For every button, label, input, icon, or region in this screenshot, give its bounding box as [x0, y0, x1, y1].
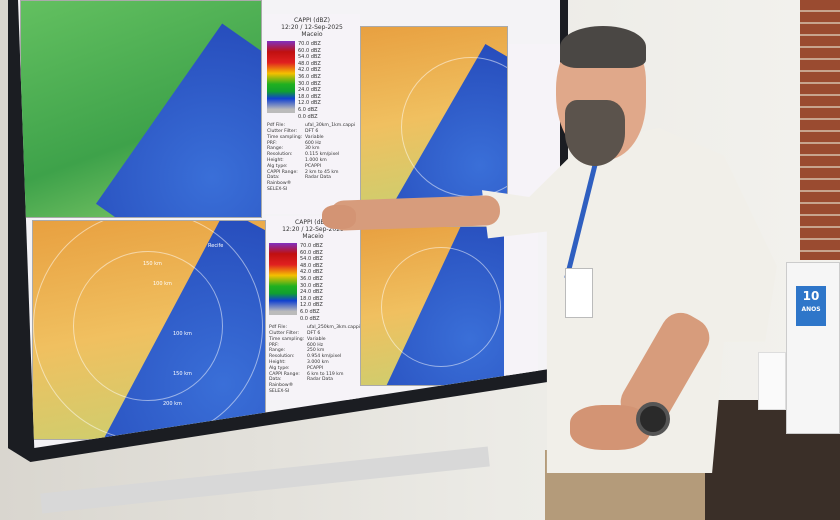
legend-datetime: 12:20 / 12-Sep-2025: [282, 226, 344, 233]
scale-tick: 0.0 dBZ: [298, 113, 318, 120]
scale-tick: 54.0 dBZ: [298, 54, 321, 61]
radar-map-top-left: [20, 0, 262, 218]
info-label: Range:: [267, 146, 284, 152]
info-value: DFT 6: [305, 128, 319, 134]
info-value: 6 km to 119 km: [307, 371, 344, 377]
legend-panel-2: CAPPI (dBZ) 12:20 / 12-Sep-2025 Maceio 7…: [266, 216, 360, 400]
scale-tick: 30.0 dBZ: [300, 282, 323, 289]
info-label: CAPPI Range:: [267, 169, 298, 175]
scale-tick: 30.0 dBZ: [298, 80, 321, 87]
info-value: 250 km: [307, 348, 325, 354]
info-label: Resolution:: [269, 354, 295, 360]
info-label: Alg type:: [267, 163, 288, 169]
scale-tick: 48.0 dBZ: [298, 60, 321, 67]
info-label: Pdf File:: [267, 123, 285, 129]
legend-site: Maceio: [301, 31, 323, 38]
info-label: Data:: [269, 377, 282, 383]
info-value: [305, 181, 357, 193]
radar-map-top-right: [360, 26, 508, 206]
info-label: Time sampling:: [267, 134, 303, 140]
pointing-hand: [322, 205, 356, 229]
scale-tick: 36.0 dBZ: [300, 275, 323, 282]
person-beard: [565, 100, 625, 166]
brick-pillar: [800, 0, 840, 260]
scale-tick: 18.0 dBZ: [298, 93, 321, 100]
info-value: 2 km to 45 km: [305, 169, 339, 175]
scale-tick: 42.0 dBZ: [298, 67, 321, 74]
info-value: 600 Hz: [307, 342, 324, 348]
radar-map-bottom-right: [360, 226, 506, 386]
legend-datetime: 12:20 / 12-Sep-2025: [281, 24, 343, 31]
scale-tick: 6.0 dBZ: [298, 106, 318, 113]
scale-tick: 12.0 dBZ: [300, 302, 323, 309]
ring-label: 200 km: [163, 401, 182, 407]
scale-tick: 54.0 dBZ: [300, 256, 323, 263]
scale-tick: 60.0 dBZ: [300, 249, 323, 256]
ring-label: 150 km: [143, 261, 162, 267]
info-value: 30 km: [305, 146, 320, 152]
scale-tick: 48.0 dBZ: [300, 262, 323, 269]
city-label: Recife: [208, 243, 224, 249]
legend-site: Maceio: [302, 233, 324, 240]
dbz-color-scale: [267, 41, 295, 113]
info-value: [307, 383, 360, 395]
sticker-text: ANOS: [801, 306, 821, 313]
info-label: Resolution:: [267, 152, 293, 158]
scale-tick: 6.0 dBZ: [300, 308, 320, 315]
sticker-number: 10: [802, 289, 820, 303]
info-value: ufal_250km_3km.cappi: [307, 325, 361, 331]
scale-tick: 60.0 dBZ: [298, 47, 321, 54]
dbz-color-scale: [269, 243, 297, 315]
info-label: Height:: [269, 359, 286, 365]
ring-label: 150 km: [173, 371, 192, 377]
info-value: Radar Data: [307, 377, 333, 383]
info-label: Rainbow® SELEX-SI: [269, 383, 294, 394]
ring-label: 100 km: [173, 331, 192, 337]
scale-tick: 24.0 dBZ: [300, 289, 323, 296]
info-value: DFT 6: [307, 330, 321, 336]
cup: [758, 352, 786, 410]
info-value: Variable: [305, 134, 324, 140]
info-label: Data:: [267, 175, 280, 181]
anniversary-sticker: 10 ANOS: [796, 286, 826, 326]
info-value: 3.000 km: [307, 359, 329, 365]
scale-tick: 70.0 dBZ: [300, 243, 323, 249]
scale-tick: 36.0 dBZ: [298, 73, 321, 80]
radar-map-bottom-left: 150 km 100 km 100 km 150 km 200 km Recif…: [32, 220, 266, 440]
info-value: ufal_30km_1km.cappi: [305, 123, 356, 129]
info-value: PCAPPI: [307, 365, 324, 371]
info-label: Time sampling:: [269, 336, 305, 342]
legend-title: CAPPI (dBZ): [295, 219, 331, 226]
scale-tick: 42.0 dBZ: [300, 269, 323, 276]
id-badge: [565, 268, 593, 318]
info-label: PRF:: [269, 342, 279, 348]
ring-label: 100 km: [153, 281, 172, 287]
info-value: 0.954 km/pixel: [307, 354, 342, 360]
info-label: Alg type:: [269, 365, 290, 371]
legend-panel-4: [504, 230, 538, 380]
info-label: PRF:: [267, 140, 277, 146]
scale-tick: 12.0 dBZ: [298, 100, 321, 107]
scale-tick: 70.0 dBZ: [298, 41, 321, 47]
info-value: 600 Hz: [305, 140, 322, 146]
info-value: Radar Data: [305, 175, 331, 181]
scale-tick: 24.0 dBZ: [298, 87, 321, 94]
scale-tick: 0.0 dBZ: [300, 315, 320, 322]
info-label: Range:: [269, 348, 286, 354]
scale-tick: 18.0 dBZ: [300, 295, 323, 302]
info-value: Variable: [307, 336, 326, 342]
info-label: Clutter Filter:: [267, 128, 298, 134]
legend-panel-1: CAPPI (dBZ) 12:20 / 12-Sep-2025 Maceio 7…: [264, 14, 360, 214]
info-value: 1.000 km: [305, 157, 327, 163]
info-label: Clutter Filter:: [269, 330, 300, 336]
legend-title: CAPPI (dBZ): [294, 17, 330, 24]
info-value: 0.115 km/pixel: [305, 152, 340, 158]
info-label: Rainbow® SELEX-SI: [267, 181, 292, 192]
info-label: Height:: [267, 157, 284, 163]
wristwatch: [636, 402, 670, 436]
info-value: PCAPPI: [305, 163, 322, 169]
info-label: Pdf File:: [269, 325, 287, 331]
info-label: CAPPI Range:: [269, 371, 300, 377]
person-hair: [560, 26, 646, 68]
